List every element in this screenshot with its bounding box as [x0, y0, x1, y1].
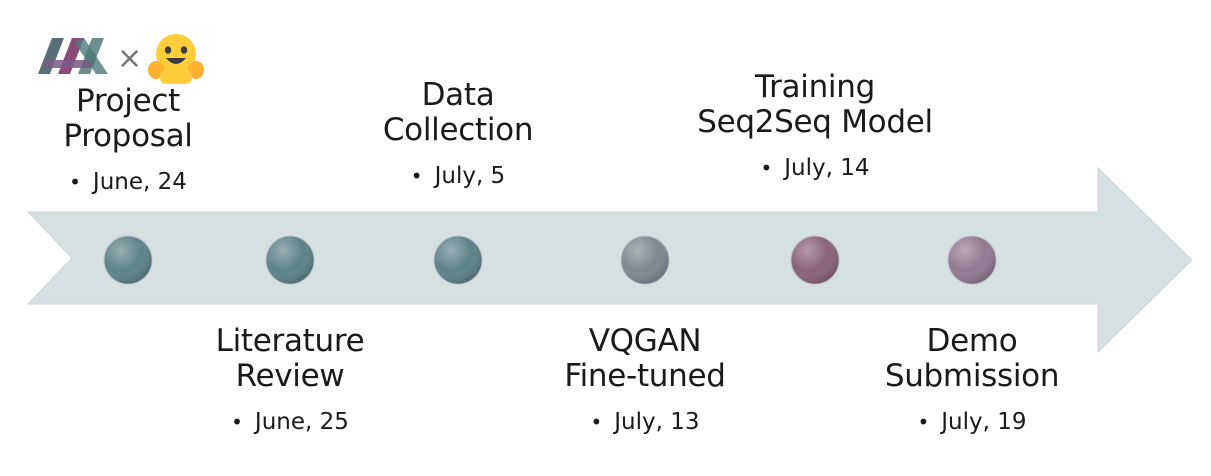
milestone-6: Demo Submission July, 19 [852, 324, 1092, 436]
milestone-date: July, 19 [852, 408, 1092, 436]
milestone-4: VQGAN Fine-tuned July, 13 [525, 324, 765, 436]
milestone-date: July, 14 [695, 154, 935, 182]
milestone-title: Literature Review [215, 323, 365, 394]
jax-logo-icon [38, 38, 108, 74]
milestone-title: Demo Submission [884, 323, 1060, 394]
milestone-dot-shade [104, 236, 152, 284]
milestone-dot-shade [948, 236, 996, 284]
milestone-date: June, 24 [8, 168, 248, 196]
milestone-dot-shade [621, 236, 669, 284]
milestone-title: Training Seq2Seq Model [697, 69, 933, 140]
milestone-5: Training Seq2Seq Model July, 14 [695, 70, 935, 182]
milestone-3: Data Collection July, 5 [338, 78, 578, 190]
milestone-date: July, 13 [525, 408, 765, 436]
milestone-dot-shade [266, 236, 314, 284]
milestone-title: Project Proposal [63, 83, 193, 154]
milestone-dots [103, 235, 997, 285]
milestone-1: Project Proposal June, 24 [8, 84, 248, 196]
milestone-date: June, 25 [170, 408, 410, 436]
milestone-title: Data Collection [382, 77, 534, 148]
timeline-arrow-body [26, 166, 1193, 354]
milestone-title: VQGAN Fine-tuned [564, 323, 726, 394]
logo-separator: × [117, 41, 142, 76]
hugging-face-logo-icon [148, 34, 204, 84]
logo: × [38, 34, 204, 84]
milestone-date: July, 5 [338, 162, 578, 190]
milestone-2: Literature Review June, 25 [170, 324, 410, 436]
milestone-dot-shade [791, 236, 839, 284]
milestone-dot-shade [434, 236, 482, 284]
